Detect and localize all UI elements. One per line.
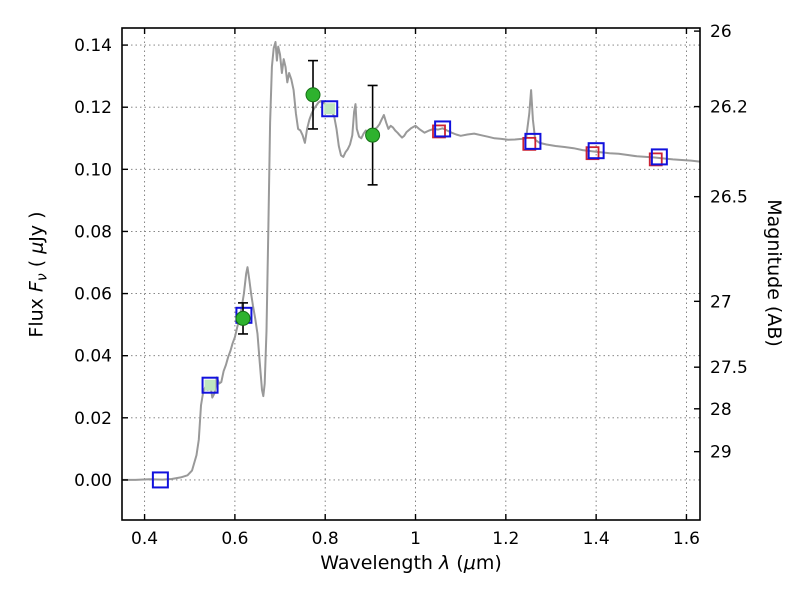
svg-text:29: 29 [710,443,732,463]
x-axis-label-unit: m) [475,552,502,574]
nu-subscript: ν [34,273,51,282]
x-axis-label-text: Wavelength [320,552,440,574]
svg-text:1.6: 1.6 [673,529,700,549]
flux-unit: Jy ) [25,211,48,242]
lambda-symbol: λ [439,552,451,574]
flux-symbol: F [25,281,48,293]
svg-text:1.4: 1.4 [583,529,610,549]
svg-text:0.02: 0.02 [74,409,112,429]
flux-unit-paren: ( [25,253,48,274]
svg-text:0.12: 0.12 [74,98,112,118]
blue-model-squares [151,100,668,489]
svg-text:27: 27 [710,292,732,312]
svg-text:1: 1 [410,529,421,549]
plot-frame [121,27,701,521]
tick-labels: 0.4 0.6 0.8 1 1.2 1.4 1.6 0.00 0.02 0.04 0.06 0.08 0… [74,22,748,549]
mu-symbol-flux: μ [25,241,48,254]
x-axis-label: Wavelength λ (μm) [122,552,700,574]
svg-text:0.08: 0.08 [74,222,112,242]
svg-text:26.5: 26.5 [710,188,748,208]
error-bars [238,59,378,335]
svg-text:0.04: 0.04 [74,347,112,367]
svg-text:0.6: 0.6 [221,529,248,549]
svg-text:26: 26 [710,22,732,42]
observed-points [235,87,381,326]
grid-lines [122,28,700,520]
axis-ticks [122,28,700,520]
svg-text:0.8: 0.8 [312,529,339,549]
svg-text:0.00: 0.00 [74,471,112,491]
svg-text:28: 28 [710,400,732,420]
spectrum-line [122,41,700,481]
flux-label-text: Flux [25,292,48,338]
svg-text:0.14: 0.14 [74,36,112,56]
mu-symbol: μ [463,552,476,574]
left-y-axis-label: Flux Fν ( μJy ) [26,125,51,425]
model-square-inner-fills [204,103,336,391]
svg-text:0.4: 0.4 [131,529,158,549]
svg-text:26.2: 26.2 [710,98,748,118]
svg-text:0.06: 0.06 [74,285,112,305]
svg-text:27.5: 27.5 [710,358,748,378]
svg-text:0.10: 0.10 [74,160,112,180]
x-axis-label-paren: ( [450,552,464,574]
svg-text:1.2: 1.2 [492,529,519,549]
right-y-axis-label: Magnitude (AB) [763,199,785,347]
